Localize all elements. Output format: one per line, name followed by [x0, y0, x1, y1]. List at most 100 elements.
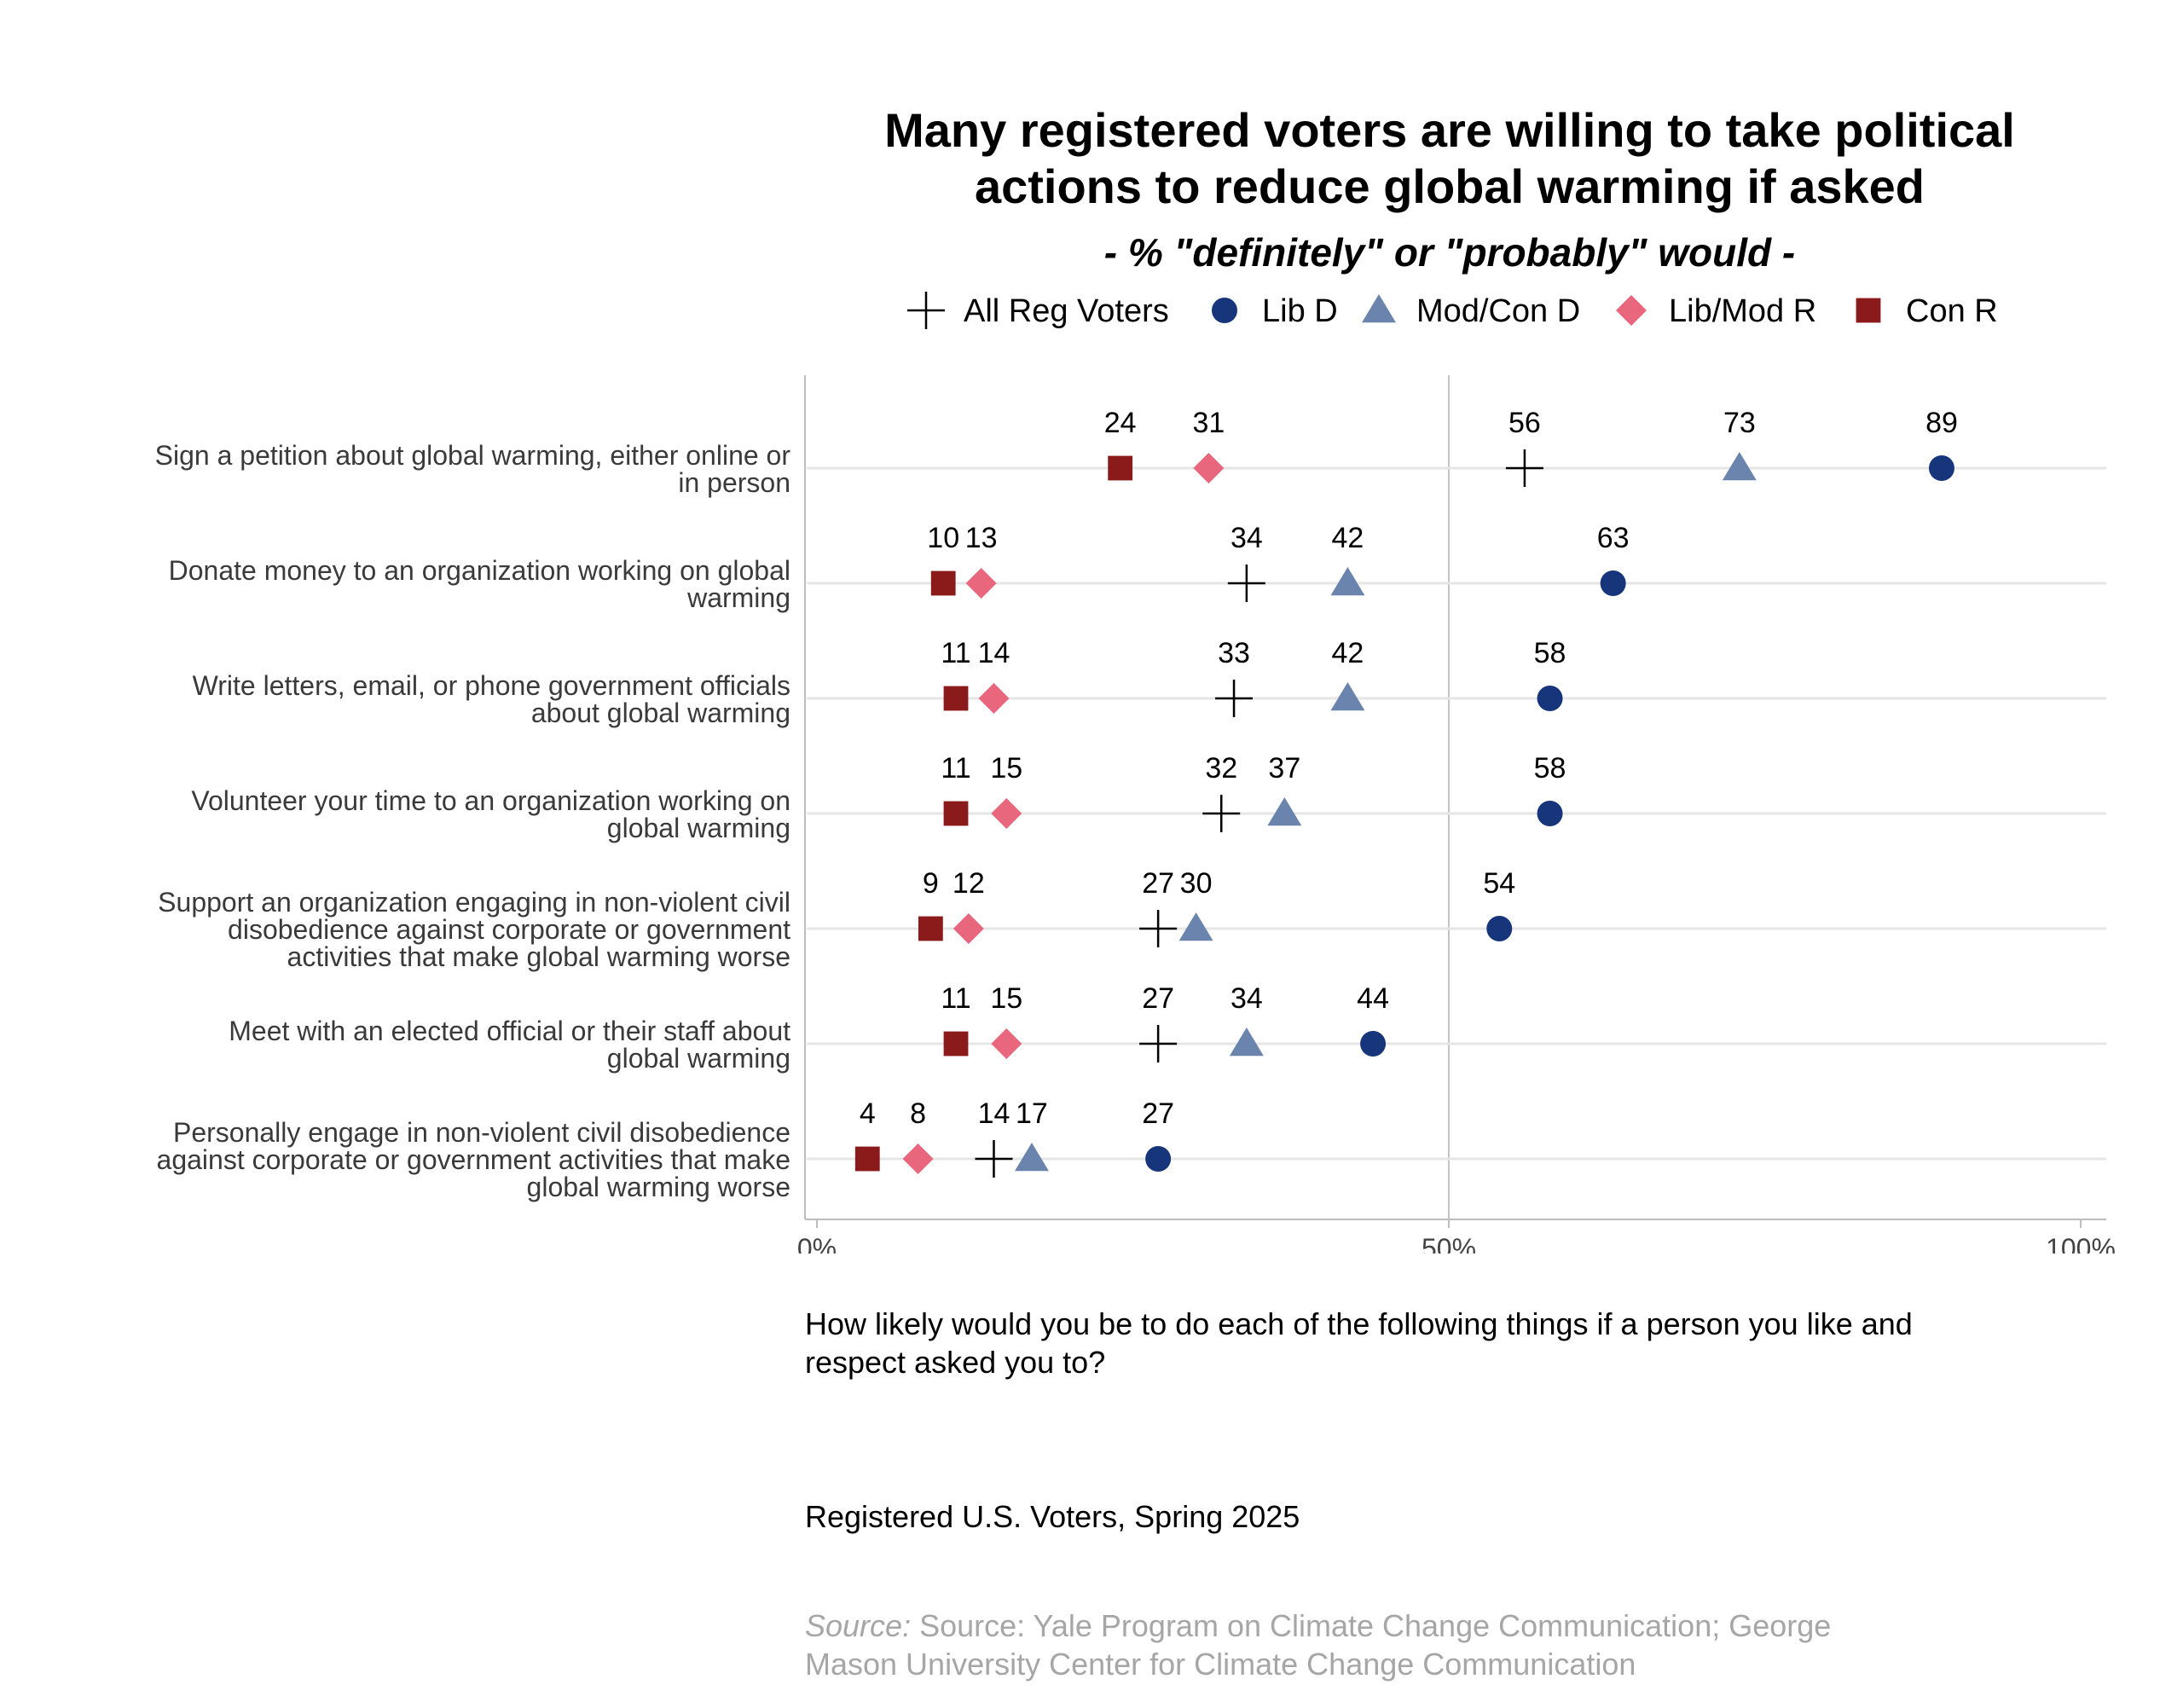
data-point-circle	[1360, 1031, 1387, 1057]
data-label: 73	[1723, 407, 1756, 439]
data-label: 9	[923, 867, 939, 900]
data-label: 37	[1268, 752, 1300, 785]
legend-label: All Reg Voters	[964, 293, 1169, 329]
data-point-square	[943, 1031, 969, 1057]
category-label: Sign a petition about global warming, ei…	[155, 440, 791, 471]
data-label: 42	[1332, 522, 1364, 554]
data-label: 11	[941, 637, 970, 669]
data-label: 24	[1104, 407, 1137, 439]
category-label: about global warming	[531, 698, 790, 728]
x-tick-label: 100%	[2046, 1233, 2116, 1253]
data-point-square	[918, 916, 943, 941]
data-point-square	[854, 1146, 880, 1172]
legend-label: Lib/Mod R	[1669, 293, 1816, 329]
data-label: 12	[953, 867, 985, 900]
data-label: 27	[1142, 867, 1174, 900]
category-label: warming	[686, 582, 790, 613]
data-point-triangle	[1229, 1028, 1264, 1057]
data-point-square	[1108, 455, 1133, 481]
data-point-circle	[1537, 686, 1563, 711]
data-label: 32	[1205, 752, 1237, 785]
population-note: Registered U.S. Voters, Spring 2025	[805, 1499, 1300, 1534]
data-label: 42	[1332, 637, 1364, 669]
category-label: against corporate or government activiti…	[157, 1144, 790, 1175]
legend-marker-plus	[907, 292, 945, 329]
category-label: Meet with an elected official or their s…	[229, 1016, 790, 1046]
chart-title-line: actions to reduce global warming if aske…	[975, 159, 1925, 213]
data-label: 4	[860, 1097, 876, 1130]
data-label: 33	[1218, 637, 1250, 669]
data-label: 63	[1597, 522, 1630, 554]
data-point-circle	[1486, 916, 1513, 941]
category-label: Support an organization engaging in non-…	[158, 887, 790, 918]
data-point-plus	[1505, 449, 1543, 487]
chart-subtitle: - % "definitely" or "probably" would -	[1104, 230, 1795, 275]
data-point-square	[930, 570, 956, 596]
data-label: 34	[1230, 982, 1263, 1015]
legend-label: Mod/Con D	[1416, 293, 1580, 329]
data-point-circle	[1145, 1146, 1172, 1172]
legend-marker-circle	[1212, 298, 1237, 323]
data-label: 54	[1483, 867, 1515, 900]
legend-marker-square	[1856, 298, 1881, 323]
data-label: 27	[1142, 982, 1174, 1015]
data-point-triangle	[1330, 682, 1365, 711]
data-point-triangle	[1014, 1143, 1049, 1172]
data-point-diamond	[991, 798, 1022, 829]
source-prefix: Source:	[805, 1608, 912, 1643]
source-note: Source: Source: Yale Program on Climate …	[805, 1607, 1914, 1683]
data-label: 13	[965, 522, 998, 554]
data-point-triangle	[1330, 567, 1365, 596]
category-label: Volunteer your time to an organization w…	[191, 785, 790, 816]
data-label: 14	[978, 637, 1010, 669]
data-point-diamond	[978, 683, 1010, 714]
data-point-triangle	[1267, 797, 1302, 826]
data-label: 56	[1508, 407, 1541, 439]
category-label: disobedience against corporate or govern…	[228, 914, 790, 945]
data-point-square	[943, 686, 969, 711]
category-label: Personally engage in non-violent civil d…	[173, 1117, 790, 1148]
category-label: global warming worse	[527, 1172, 790, 1202]
category-label: Donate money to an organization working …	[169, 555, 790, 586]
data-point-circle	[1600, 570, 1626, 596]
data-point-plus	[975, 1140, 1013, 1178]
data-point-triangle	[1178, 912, 1213, 941]
x-tick-label: 50%	[1422, 1233, 1476, 1253]
data-label: 8	[910, 1097, 926, 1130]
data-label: 27	[1142, 1097, 1174, 1130]
data-point-circle	[1928, 455, 1954, 481]
data-label: 44	[1357, 982, 1389, 1015]
data-label: 31	[1193, 407, 1225, 439]
data-point-triangle	[1722, 452, 1757, 481]
x-tick-label: 0%	[797, 1233, 837, 1253]
data-label: 14	[978, 1097, 1010, 1130]
data-point-plus	[1202, 795, 1241, 832]
dot-plot-chart: Many registered voters are willing to ta…	[155, 103, 2116, 1253]
data-point-diamond	[991, 1028, 1022, 1059]
data-label: 11	[941, 752, 970, 785]
data-label: 34	[1230, 522, 1263, 554]
data-point-circle	[1537, 801, 1563, 826]
data-label: 89	[1925, 407, 1958, 439]
data-label: 17	[1016, 1097, 1048, 1130]
source-text: Source: Yale Program on Climate Change C…	[805, 1608, 1832, 1682]
data-label: 10	[927, 522, 959, 554]
category-label: global warming	[607, 1043, 790, 1074]
category-label: in person	[678, 467, 790, 498]
data-point-diamond	[965, 568, 997, 599]
data-point-diamond	[1193, 453, 1225, 483]
category-label: global warming	[607, 813, 790, 843]
data-point-plus	[1215, 680, 1254, 717]
survey-question-note: How likely would you be to do each of th…	[805, 1306, 1913, 1380]
data-point-plus	[1139, 1025, 1178, 1062]
data-label: 30	[1180, 867, 1213, 900]
data-point-diamond	[953, 913, 984, 944]
chart-title-line: Many registered voters are willing to ta…	[884, 103, 2015, 157]
category-label: Write letters, email, or phone governmen…	[193, 670, 790, 701]
legend-marker-triangle	[1362, 294, 1396, 323]
data-label: 11	[941, 982, 970, 1015]
data-point-diamond	[902, 1143, 934, 1174]
data-label: 15	[990, 752, 1022, 785]
data-label: 15	[990, 982, 1022, 1015]
category-label: activities that make global warming wors…	[287, 941, 790, 972]
